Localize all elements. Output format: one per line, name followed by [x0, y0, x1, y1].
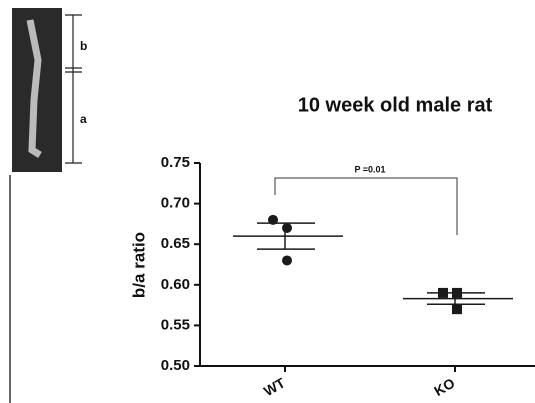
y-tick-label: 0.50: [161, 357, 190, 374]
y-tick-label: 0.65: [161, 235, 190, 252]
x-tick-label: KO: [431, 375, 457, 399]
y-axis-label: b/a ratio: [129, 232, 148, 298]
annotation: P =0.01: [354, 164, 385, 174]
data-point: [282, 255, 292, 266]
data-point: [268, 214, 278, 225]
chart-title: 10 week old male rat: [298, 94, 493, 116]
significance-bracket: [274, 177, 458, 235]
y-tick-label: 0.75: [161, 154, 190, 171]
inset-label: a: [80, 112, 87, 126]
dimension-lines: [65, 14, 82, 164]
data-point: [438, 287, 448, 298]
x-tick-label: WT: [261, 374, 288, 399]
y-tick-label: 0.70: [161, 195, 190, 212]
data-point: [282, 222, 292, 233]
xray-bone: [26, 19, 42, 158]
data-point: [452, 304, 462, 315]
y-tick-label: 0.60: [161, 276, 190, 293]
inset-label: b: [80, 39, 87, 53]
y-tick-label: 0.55: [161, 316, 190, 333]
data-point: [452, 287, 462, 298]
